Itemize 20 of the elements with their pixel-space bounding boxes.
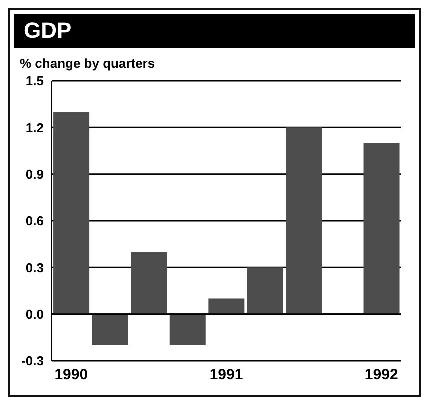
bar [286,128,322,314]
x-tick-label: 1992 [364,366,398,384]
bar [92,314,128,346]
y-tick-label: 0.3 [26,260,44,276]
chart-title: GDP [14,14,415,48]
chart-subtitle: % change by quarters [19,55,156,71]
x-tick-label: 1990 [54,366,88,384]
y-tick-label: 0.6 [26,214,44,229]
y-tick-label: 0.9 [26,166,44,182]
y-tick-label: 0.0 [26,306,44,322]
y-tick-label: 1.5 [26,74,44,89]
bar [247,268,284,314]
bar [131,252,168,314]
y-tick-label: 1.2 [26,120,44,136]
bar [364,143,400,314]
y-tick-label: -0.3 [22,354,44,369]
bar [54,112,90,314]
bar [208,298,245,314]
bar [170,314,206,346]
x-tick-label: 1991 [210,366,244,384]
